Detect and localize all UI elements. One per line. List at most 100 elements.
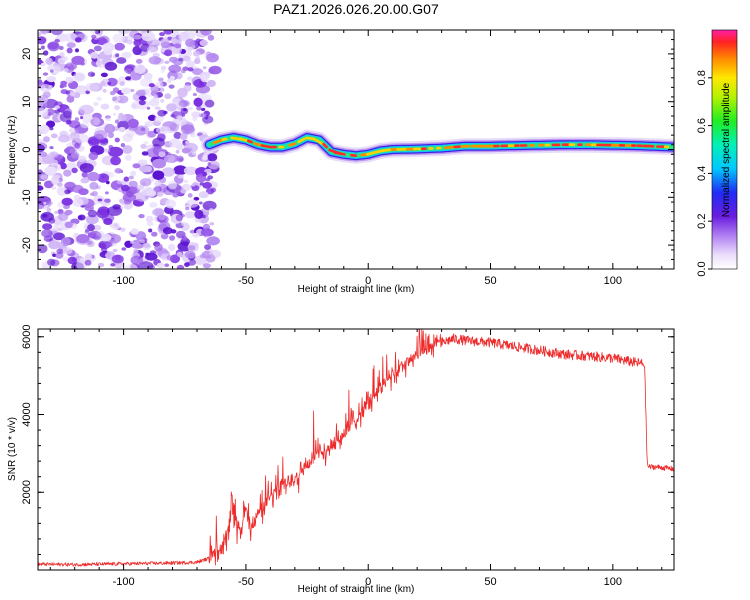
noise-blob: [39, 30, 49, 35]
noise-blob: [149, 202, 158, 208]
noise-blob: [122, 133, 133, 143]
noise-blob: [52, 253, 57, 257]
noise-blob: [85, 214, 99, 225]
noise-blob: [151, 231, 158, 237]
noise-blob: [145, 252, 150, 256]
noise-blob: [194, 209, 204, 219]
noise-blob: [193, 196, 200, 201]
noise-blob: [193, 97, 203, 107]
noise-blob: [112, 33, 126, 43]
noise-blob: [142, 242, 150, 248]
noise-blob: [153, 94, 159, 99]
noise-blob: [128, 175, 134, 180]
noise-blob: [206, 52, 219, 63]
noise-blob: [60, 188, 65, 193]
noise-blob: [110, 263, 116, 267]
noise-blob: [53, 224, 60, 230]
noise-blob: [199, 39, 208, 47]
snr-x-tick-label: 0: [365, 576, 371, 588]
noise-blob: [138, 239, 146, 244]
noise-blob: [114, 168, 123, 174]
noise-blob: [38, 185, 44, 191]
noise-blob: [192, 68, 204, 76]
noise-blob: [192, 232, 200, 238]
ridge-peak: [221, 137, 228, 141]
frequency-ridge: [201, 129, 674, 164]
noise-blob: [104, 198, 111, 203]
noise-blob: [130, 170, 137, 177]
noise-blob: [173, 131, 182, 140]
noise-blob: [185, 60, 195, 68]
noise-blob: [40, 211, 54, 222]
noise-blob: [117, 114, 127, 122]
noise-blob: [202, 66, 207, 70]
noise-blob: [200, 107, 206, 111]
noise-blob: [81, 171, 89, 178]
noise-blob: [185, 199, 199, 208]
snr-y-label: SNR (10 * v/v): [7, 417, 18, 481]
noise-blob: [100, 72, 108, 78]
noise-blob: [87, 171, 100, 182]
noise-blob: [206, 236, 220, 246]
noise-blob: [112, 112, 117, 116]
noise-blob: [105, 117, 112, 122]
noise-blob: [205, 254, 216, 263]
chart-title: PAZ1.2026.026.20.00.G07: [273, 1, 439, 17]
noise-blob: [189, 229, 196, 234]
noise-blob: [47, 41, 60, 52]
noise-blob: [187, 76, 193, 81]
noise-blob: [184, 250, 196, 259]
noise-blob: [206, 79, 216, 88]
noise-blob: [200, 113, 207, 118]
noise-blob: [169, 235, 176, 241]
noise-blob: [156, 191, 164, 197]
noise-blob: [87, 224, 95, 232]
noise-blob: [177, 87, 188, 98]
snr-y-tick-label: 4000: [21, 402, 33, 426]
noise-blob: [90, 51, 99, 59]
noise-blob: [137, 159, 148, 166]
noise-blob: [169, 75, 175, 81]
noise-blob: [158, 77, 164, 82]
noise-blob: [74, 133, 89, 143]
noise-blob: [109, 91, 116, 96]
noise-blob: [191, 111, 202, 118]
noise-blob: [195, 84, 210, 94]
noise-blob: [123, 176, 129, 182]
noise-blob: [178, 157, 184, 162]
snr-x-label: Height of straight line (km): [298, 584, 415, 595]
noise-blob: [104, 61, 118, 71]
noise-blob: [152, 158, 166, 169]
noise-blob: [79, 163, 94, 173]
noise-blob: [91, 34, 97, 39]
noise-blob: [66, 42, 76, 48]
noise-blob: [133, 248, 139, 254]
noise-blob: [62, 247, 73, 255]
noise-blob: [188, 106, 193, 111]
noise-blob: [40, 174, 48, 180]
noise-blob: [146, 188, 157, 197]
noise-blob: [63, 169, 72, 177]
noise-blob: [128, 180, 138, 188]
noise-blob: [178, 57, 184, 62]
noise-blob: [127, 118, 139, 129]
noise-blob: [66, 95, 75, 103]
noise-blob: [80, 121, 90, 129]
ridge-peak: [247, 139, 253, 144]
noise-blob: [66, 47, 73, 54]
noise-blob: [141, 151, 149, 156]
noise-blob: [122, 145, 133, 154]
noise-blob: [120, 227, 126, 232]
noise-blob: [111, 254, 124, 264]
noise-blob: [68, 127, 76, 134]
noise-blob: [183, 179, 189, 183]
noise-blob: [119, 81, 125, 86]
noise-blob: [41, 229, 53, 238]
noise-blob: [64, 32, 78, 43]
noise-blob: [132, 200, 141, 206]
noise-blob: [202, 171, 208, 177]
snr-frame: [37, 328, 675, 571]
noise-blob: [62, 84, 67, 88]
noise-blob: [38, 107, 49, 117]
